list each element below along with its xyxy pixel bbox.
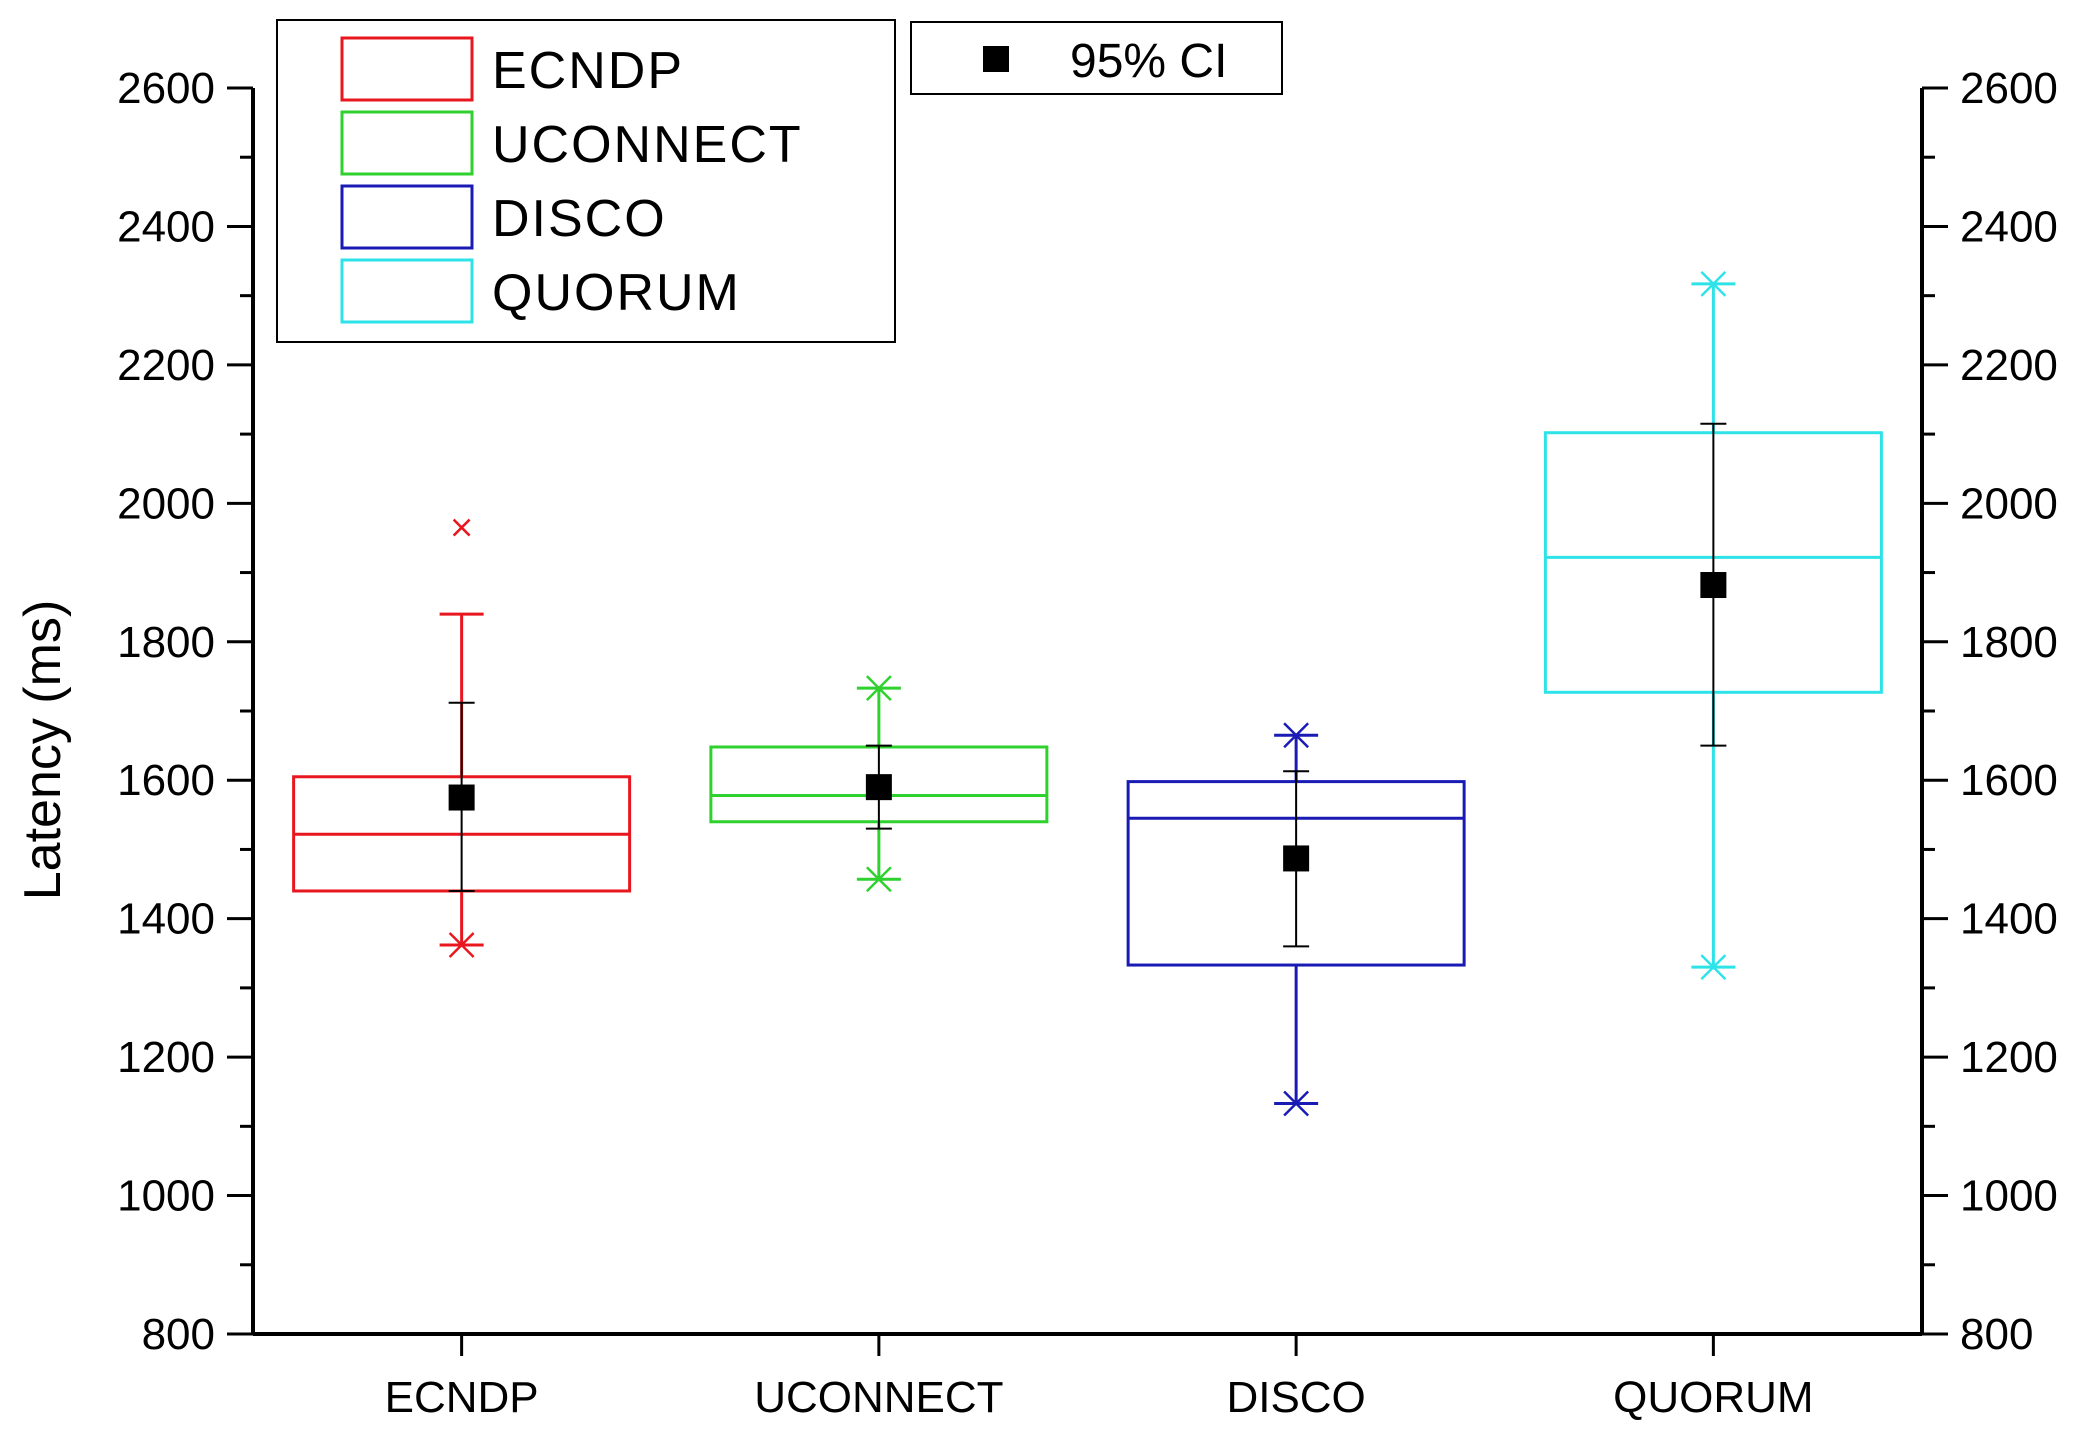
min-marker-stroke-b: [1700, 954, 1727, 981]
y-tick-label-right: 2200: [1960, 341, 2058, 390]
y-tick-label-right: 1000: [1960, 1172, 2058, 1221]
box-group-ecndp: ECNDP: [292, 518, 632, 1422]
min-marker: [1700, 954, 1727, 981]
legend-swatch: [340, 258, 474, 324]
y-tick-label-right: 800: [1960, 1310, 2033, 1359]
max-marker-stroke-b: [865, 675, 892, 702]
max-marker: [865, 675, 892, 702]
ci-legend-frame: [910, 21, 1283, 95]
y-tick-label-right: 2600: [1960, 64, 2058, 113]
legend-entry-label: ECNDP: [492, 42, 684, 100]
y-tick-label-left: 800: [142, 1310, 215, 1359]
max-marker-stroke-b: [452, 518, 471, 537]
y-tick-label-left: 1000: [117, 1172, 215, 1221]
legend-swatch: [340, 184, 474, 250]
legend-swatch: [340, 36, 474, 102]
mean-marker: [1283, 845, 1310, 872]
max-marker: [1700, 271, 1727, 297]
legend-entry-label: UCONNECT: [492, 116, 803, 174]
y-tick-label-left: 2000: [117, 479, 215, 528]
y-tick-label-left: 1400: [117, 895, 215, 944]
legend-entry-label: DISCO: [492, 190, 667, 248]
y-tick-label-right: 1400: [1960, 895, 2058, 944]
box-series: ECNDP UCONNECT DISCO QUORUM: [292, 271, 1883, 1422]
min-marker: [448, 932, 475, 958]
min-marker-stroke-b: [865, 866, 892, 893]
max-marker: [1283, 722, 1310, 749]
box-group-uconnect: UCONNECT: [709, 675, 1049, 1422]
x-category-label: QUORUM: [1613, 1373, 1813, 1422]
legend-entry-label: QUORUM: [492, 264, 741, 322]
y-tick-label-right: 1200: [1960, 1033, 2058, 1082]
ci-legend-label: 95% CI: [1070, 35, 1227, 88]
max-marker: [452, 518, 471, 537]
mean-marker: [448, 784, 475, 811]
y-tick-label-right: 2400: [1960, 202, 2058, 251]
y-tick-label-left: 2400: [117, 202, 215, 251]
box-group-disco: DISCO: [1126, 722, 1466, 1422]
min-marker: [1283, 1090, 1310, 1117]
mean-marker: [1700, 572, 1727, 599]
y-tick-label-right: 2000: [1960, 479, 2058, 528]
ci-legend: 95% CI: [910, 21, 1283, 95]
min-marker: [865, 866, 892, 893]
y-tick-label-left: 1600: [117, 756, 215, 805]
max-marker-stroke-b: [1283, 722, 1310, 749]
max-marker-stroke-b: [1700, 271, 1727, 297]
y-tick-label-left: 1800: [117, 618, 215, 667]
min-marker-stroke-b: [1283, 1090, 1310, 1117]
axes: 800 800 1000 1000 1200 1200 1400 1400 1600 1600 18…: [117, 64, 2058, 1359]
box-group-quorum: QUORUM: [1543, 271, 1883, 1422]
y-axis-label: Latency (ms): [14, 600, 72, 901]
x-category-label: UCONNECT: [754, 1373, 1003, 1422]
legend: ECNDP UCONNECT DISCO QUORUM: [276, 19, 896, 343]
min-marker-stroke-b: [448, 932, 475, 958]
legend-frame: [276, 19, 896, 343]
y-tick-label-left: 2600: [117, 64, 215, 113]
y-tick-label-right: 1800: [1960, 618, 2058, 667]
mean-marker: [865, 774, 892, 801]
x-category-label: ECNDP: [385, 1373, 539, 1422]
y-tick-label-left: 1200: [117, 1033, 215, 1082]
legend-swatch: [340, 110, 474, 176]
y-tick-label-left: 2200: [117, 341, 215, 390]
y-tick-label-right: 1600: [1960, 756, 2058, 805]
ci-legend-marker: [983, 46, 1009, 72]
x-category-label: DISCO: [1226, 1373, 1365, 1422]
